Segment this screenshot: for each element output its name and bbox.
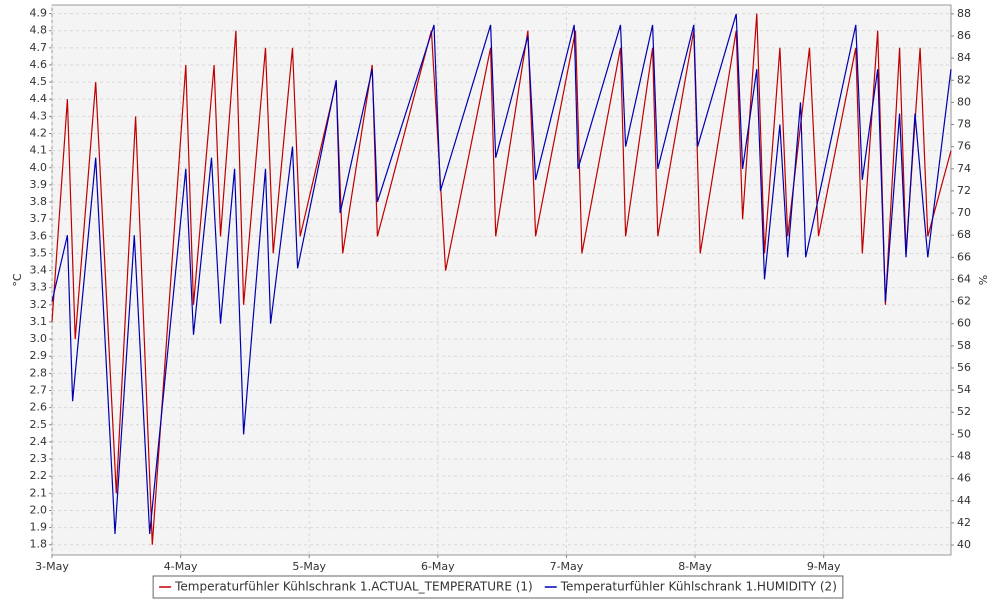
y-tick-label: 1.8 (30, 538, 48, 551)
y-tick-label: 4.2 (30, 127, 48, 140)
y2-tick-label: 88 (957, 7, 971, 20)
y2-tick-label: 66 (957, 250, 971, 263)
y-tick-label: 2.9 (30, 349, 48, 362)
y-tick-label: 3.4 (30, 264, 48, 277)
y-tick-label: 3.3 (30, 281, 48, 294)
y-tick-label: 2.0 (30, 503, 48, 516)
y2-tick-label: 76 (957, 140, 971, 153)
y-tick-label: 1.9 (30, 521, 48, 534)
y2-tick-label: 40 (957, 538, 971, 551)
y-tick-label: 4.4 (30, 92, 48, 105)
y2-tick-label: 60 (957, 317, 971, 330)
y-tick-label: 4.9 (30, 7, 48, 20)
y-tick-label: 4.5 (30, 75, 48, 88)
series-line (51, 13, 952, 545)
y2-tick-label: 56 (957, 361, 971, 374)
y-tick-label: 4.6 (30, 58, 48, 71)
y2-tick-label: 86 (957, 29, 971, 42)
y-tick-label: 2.2 (30, 469, 48, 482)
y-tick-label: 4.7 (30, 41, 48, 54)
y2-tick-label: 42 (957, 516, 971, 529)
y-tick-label: 3.0 (30, 332, 48, 345)
plot-area (51, 4, 952, 556)
legend-label: Temperaturfühler Kühlschrank 1.ACTUAL_TE… (174, 580, 533, 594)
x-tick-label: 8-May (678, 560, 712, 573)
y-tick-label: 3.1 (30, 315, 48, 328)
y-tick-label: 3.2 (30, 298, 48, 311)
y2-tick-label: 46 (957, 472, 971, 485)
x-tick-label: 5-May (292, 560, 326, 573)
y-tick-label: 2.8 (30, 366, 48, 379)
y-tick-label: 4.3 (30, 109, 48, 122)
y2-tick-label: 82 (957, 73, 971, 86)
y-tick-label: 2.5 (30, 418, 48, 431)
y2-tick-label: 70 (957, 206, 971, 219)
y-tick-label: 4.8 (30, 24, 48, 37)
y2-tick-label: 48 (957, 450, 971, 463)
y2-tick-label: 54 (957, 383, 971, 396)
x-tick-label: 7-May (550, 560, 584, 573)
y2-axis-label: % (977, 275, 990, 285)
y2-tick-label: 84 (957, 51, 971, 64)
y2-tick-label: 62 (957, 295, 971, 308)
legend (152, 575, 844, 599)
x-tick-label: 9-May (807, 560, 841, 573)
y-tick-label: 2.7 (30, 384, 48, 397)
y2-tick-label: 50 (957, 427, 971, 440)
y2-tick-label: 52 (957, 405, 971, 418)
y-tick-label: 2.4 (30, 435, 48, 448)
y-tick-label: 3.7 (30, 212, 48, 225)
y2-tick-label: 44 (957, 494, 971, 507)
x-tick-label: 3-May (35, 560, 69, 573)
y2-tick-label: 78 (957, 118, 971, 131)
y2-tick-label: 68 (957, 228, 971, 241)
y-tick-label: 3.5 (30, 246, 48, 259)
x-tick-label: 6-May (421, 560, 455, 573)
x-tick-label: 4-May (164, 560, 198, 573)
y2-tick-label: 64 (957, 272, 971, 285)
y-tick-label: 3.6 (30, 229, 48, 242)
y-tick-label: 3.9 (30, 178, 48, 191)
legend-label: Temperaturfühler Kühlschrank 1.HUMIDITY … (560, 580, 837, 594)
y-tick-label: 4.0 (30, 161, 48, 174)
y-tick-label: 2.6 (30, 401, 48, 414)
y-axis-label: °C (11, 273, 24, 287)
y-tick-label: 2.3 (30, 452, 48, 465)
y2-tick-label: 58 (957, 339, 971, 352)
y-tick-label: 3.8 (30, 195, 48, 208)
y2-tick-label: 80 (957, 95, 971, 108)
y2-tick-label: 72 (957, 184, 971, 197)
y2-tick-label: 74 (957, 162, 971, 175)
series-line (51, 13, 952, 535)
y-tick-label: 2.1 (30, 486, 48, 499)
y-tick-label: 4.1 (30, 144, 48, 157)
